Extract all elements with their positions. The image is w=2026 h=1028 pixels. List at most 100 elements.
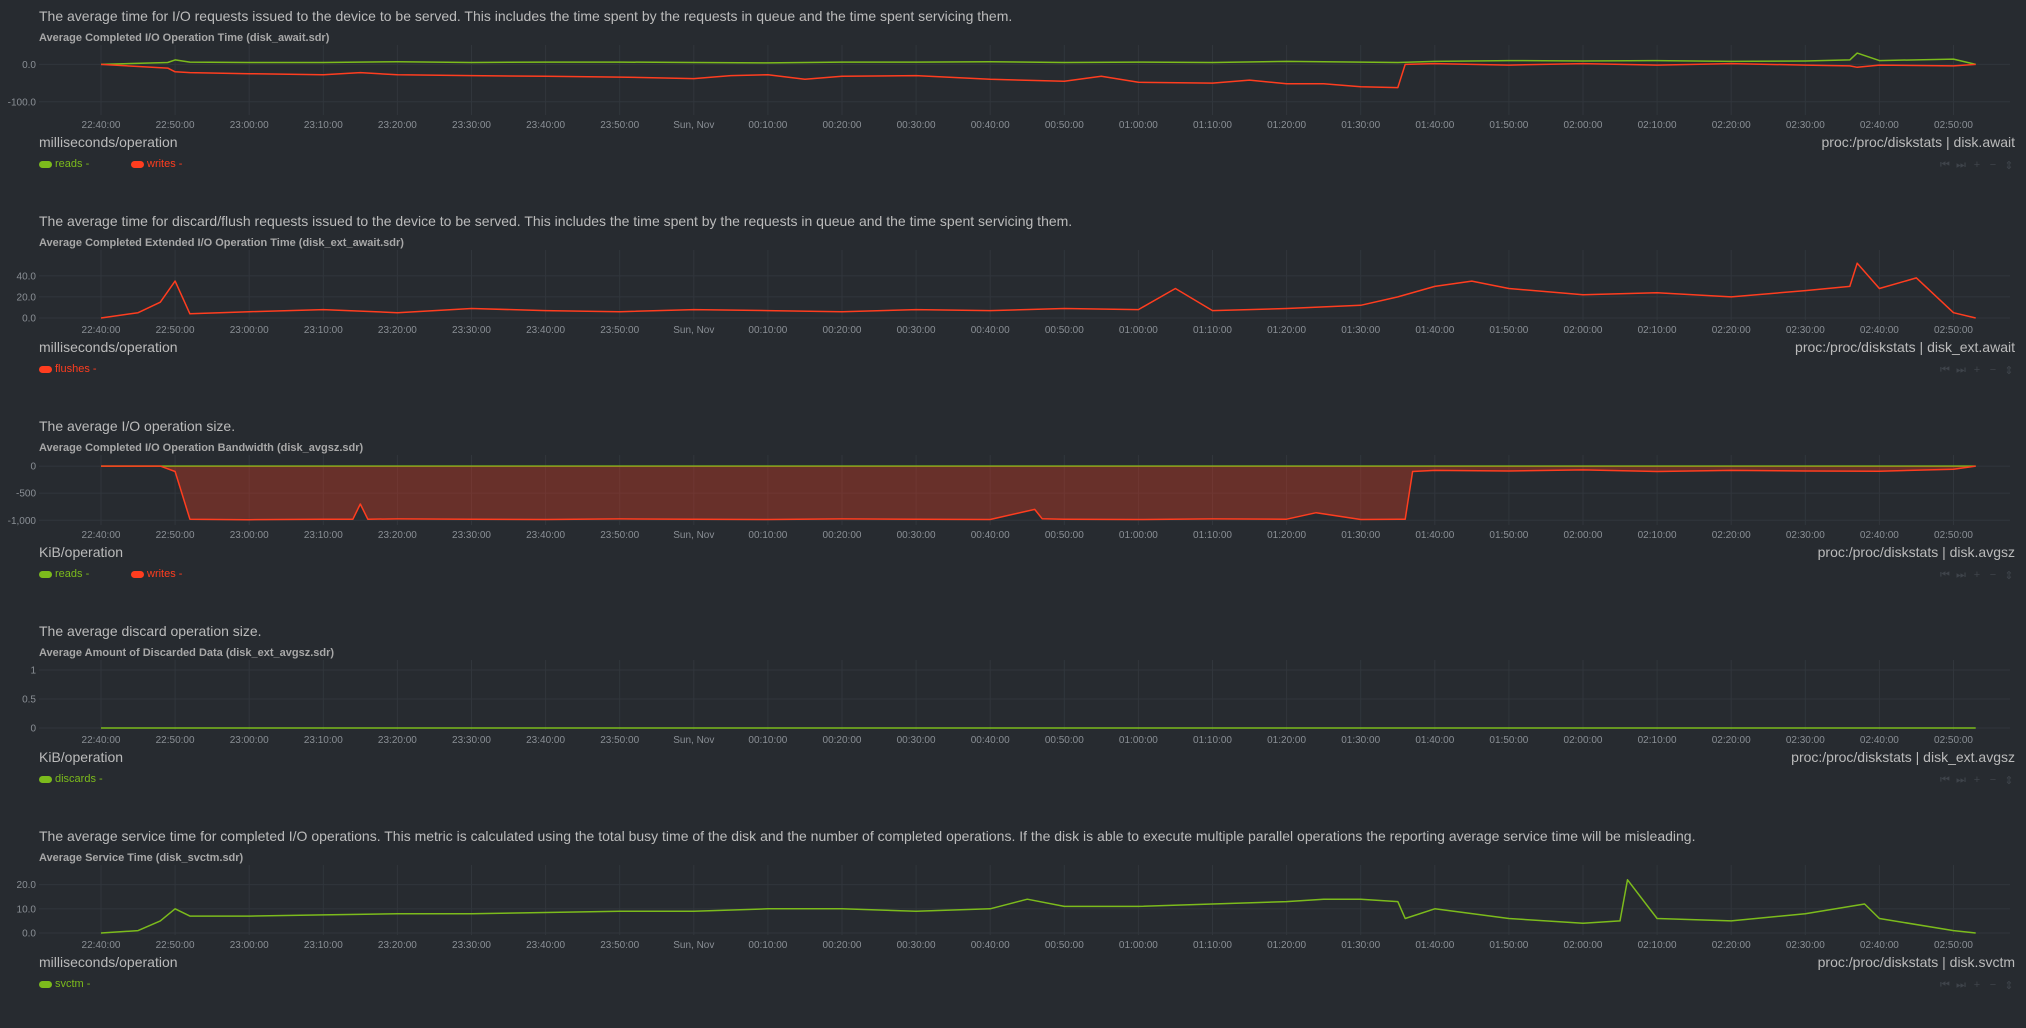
x-tick-label: 01:40:00 bbox=[1415, 940, 1454, 951]
x-tick-label: 22:50:00 bbox=[156, 530, 195, 541]
x-tick-label: 23:10:00 bbox=[304, 120, 343, 131]
x-tick-label: 22:50:00 bbox=[156, 120, 195, 131]
zoom-out-icon[interactable]: − bbox=[1988, 569, 1998, 582]
y-tick-label: 0 bbox=[30, 462, 36, 473]
pan-right-icon[interactable]: ⏭ bbox=[1956, 364, 1966, 377]
resize-icon[interactable]: ⇕ bbox=[2004, 159, 2014, 172]
x-tick-label: 00:40:00 bbox=[971, 120, 1010, 131]
zoom-out-icon[interactable]: − bbox=[1988, 364, 1998, 377]
pan-left-icon[interactable]: ⏮ bbox=[1940, 159, 1950, 172]
legend-item-reads[interactable]: reads - bbox=[39, 568, 89, 580]
pan-right-icon[interactable]: ⏭ bbox=[1956, 979, 1966, 992]
x-tick-label: 23:40:00 bbox=[526, 940, 565, 951]
legend-item-flushes[interactable]: flushes - bbox=[39, 363, 97, 375]
x-tick-label: 02:50:00 bbox=[1934, 940, 1973, 951]
pan-left-icon[interactable]: ⏮ bbox=[1940, 774, 1950, 787]
legend-item-writes[interactable]: writes - bbox=[131, 158, 182, 170]
legend-item-svctm[interactable]: svctm - bbox=[39, 978, 90, 990]
x-tick-label: 02:00:00 bbox=[1564, 530, 1603, 541]
chart-title: Average Completed Extended I/O Operation… bbox=[39, 237, 404, 249]
legend-value: - bbox=[179, 568, 183, 580]
zoom-out-icon[interactable]: − bbox=[1988, 774, 1998, 787]
x-tick-label: 02:40:00 bbox=[1860, 530, 1899, 541]
x-tick-label: 02:10:00 bbox=[1638, 325, 1677, 336]
x-tick-label: 00:10:00 bbox=[748, 120, 787, 131]
x-tick-label: 23:20:00 bbox=[378, 735, 417, 746]
pan-left-icon[interactable]: ⏮ bbox=[1940, 569, 1950, 582]
x-tick-label: 02:50:00 bbox=[1934, 120, 1973, 131]
legend-item-reads[interactable]: reads - bbox=[39, 158, 89, 170]
x-tick-label: Sun, Nov bbox=[673, 940, 714, 951]
chart-units: KiB/operation bbox=[39, 544, 123, 560]
series-line-writes bbox=[101, 64, 1976, 88]
x-tick-label: 01:10:00 bbox=[1193, 325, 1232, 336]
pan-left-icon[interactable]: ⏮ bbox=[1940, 364, 1950, 377]
x-tick-label: 02:20:00 bbox=[1712, 325, 1751, 336]
x-tick-label: 23:40:00 bbox=[526, 735, 565, 746]
legend-label: flushes bbox=[55, 363, 90, 375]
x-tick-label: 00:50:00 bbox=[1045, 940, 1084, 951]
pan-right-icon[interactable]: ⏭ bbox=[1956, 569, 1966, 582]
zoom-in-icon[interactable]: + bbox=[1972, 159, 1982, 172]
chart-description: The average I/O operation size. bbox=[39, 418, 235, 434]
y-tick-label: 40.0 bbox=[17, 271, 37, 282]
x-tick-label: 01:30:00 bbox=[1341, 325, 1380, 336]
x-tick-label: 01:00:00 bbox=[1119, 325, 1158, 336]
x-tick-label: 01:40:00 bbox=[1415, 120, 1454, 131]
pan-left-icon[interactable]: ⏮ bbox=[1940, 979, 1950, 992]
series-line-reads bbox=[101, 53, 1976, 64]
x-tick-label: 23:00:00 bbox=[230, 940, 269, 951]
x-tick-label: 00:20:00 bbox=[823, 530, 862, 541]
pan-right-icon[interactable]: ⏭ bbox=[1956, 774, 1966, 787]
x-tick-label: 23:40:00 bbox=[526, 530, 565, 541]
zoom-out-icon[interactable]: − bbox=[1988, 979, 1998, 992]
zoom-in-icon[interactable]: + bbox=[1972, 979, 1982, 992]
x-tick-label: 00:50:00 bbox=[1045, 530, 1084, 541]
x-tick-label: 02:30:00 bbox=[1786, 325, 1825, 336]
zoom-in-icon[interactable]: + bbox=[1972, 569, 1982, 582]
resize-icon[interactable]: ⇕ bbox=[2004, 364, 2014, 377]
x-tick-label: 01:00:00 bbox=[1119, 530, 1158, 541]
x-tick-label: 22:50:00 bbox=[156, 325, 195, 336]
chart-toolbar: ⏮ ⏭ +−⇕ bbox=[1940, 364, 2014, 377]
legend-swatch bbox=[39, 366, 52, 373]
legend-label: discards bbox=[55, 773, 96, 785]
x-tick-label: 00:10:00 bbox=[748, 530, 787, 541]
resize-icon[interactable]: ⇕ bbox=[2004, 979, 2014, 992]
x-tick-label: 02:10:00 bbox=[1638, 120, 1677, 131]
chart-title: Average Completed I/O Operation Time (di… bbox=[39, 32, 329, 44]
x-tick-label: 01:20:00 bbox=[1267, 325, 1306, 336]
resize-icon[interactable]: ⇕ bbox=[2004, 569, 2014, 582]
x-tick-label: Sun, Nov bbox=[673, 325, 714, 336]
zoom-out-icon[interactable]: − bbox=[1988, 159, 1998, 172]
x-tick-label: 23:10:00 bbox=[304, 940, 343, 951]
x-tick-label: 22:40:00 bbox=[82, 735, 121, 746]
resize-icon[interactable]: ⇕ bbox=[2004, 774, 2014, 787]
pan-right-icon[interactable]: ⏭ bbox=[1956, 159, 1966, 172]
chart-context: proc:/proc/diskstats | disk.avgsz bbox=[1818, 544, 2015, 560]
x-tick-label: 01:30:00 bbox=[1341, 530, 1380, 541]
x-tick-label: 00:30:00 bbox=[897, 940, 936, 951]
x-tick-label: 00:30:00 bbox=[897, 120, 936, 131]
zoom-in-icon[interactable]: + bbox=[1972, 774, 1982, 787]
x-tick-label: 02:40:00 bbox=[1860, 940, 1899, 951]
x-tick-label: 02:00:00 bbox=[1564, 120, 1603, 131]
legend-item-writes[interactable]: writes - bbox=[131, 568, 182, 580]
x-tick-label: 01:00:00 bbox=[1119, 735, 1158, 746]
x-tick-label: 23:40:00 bbox=[526, 325, 565, 336]
legend-item-discards[interactable]: discards - bbox=[39, 773, 103, 785]
x-tick-label: 00:40:00 bbox=[971, 530, 1010, 541]
chart-context: proc:/proc/diskstats | disk.await bbox=[1822, 134, 2015, 150]
chart-description: The average discard operation size. bbox=[39, 623, 262, 639]
zoom-in-icon[interactable]: + bbox=[1972, 364, 1982, 377]
x-tick-label: 01:40:00 bbox=[1415, 325, 1454, 336]
x-tick-label: 02:30:00 bbox=[1786, 735, 1825, 746]
x-tick-label: 02:10:00 bbox=[1638, 735, 1677, 746]
